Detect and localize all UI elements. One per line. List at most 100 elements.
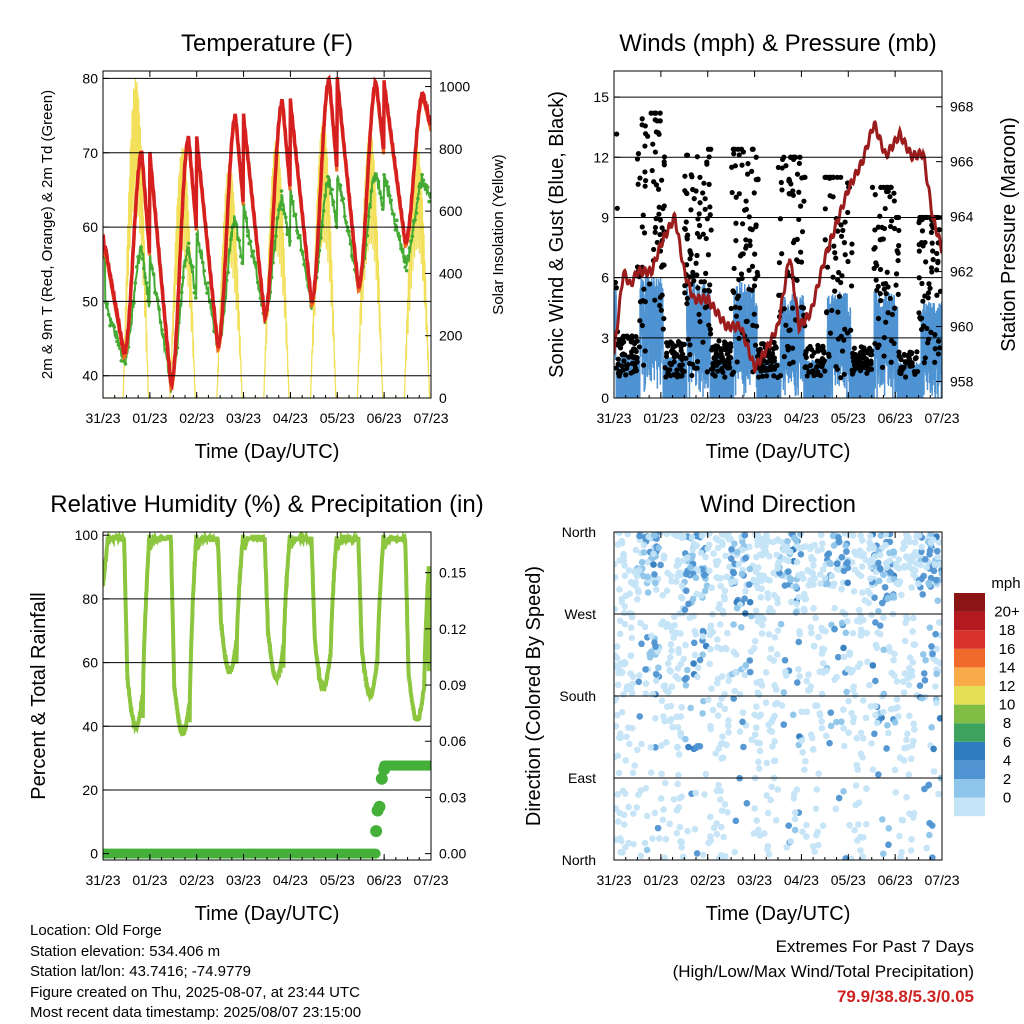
wind-direction-point <box>818 718 825 725</box>
wind-direction-point <box>908 584 915 591</box>
gust-point <box>896 349 902 355</box>
gust-point <box>714 343 721 349</box>
wind-direction-point <box>879 816 886 823</box>
wind-direction-point <box>884 729 892 737</box>
wind-direction-point <box>751 805 758 812</box>
dewpoint-point <box>368 205 372 209</box>
gust-point <box>734 359 740 365</box>
wind-direction-point <box>747 612 755 620</box>
wind-direction-point <box>634 596 641 603</box>
gust-point <box>838 375 844 381</box>
wind-direction-point <box>655 835 663 842</box>
gust-point <box>744 171 751 177</box>
gust-point <box>617 341 623 347</box>
wind-direction-point <box>919 651 927 658</box>
wind-direction-point <box>659 816 667 824</box>
gust-point <box>656 131 662 137</box>
gust-point <box>860 345 866 351</box>
dewpoint-point <box>350 253 354 258</box>
gust-point <box>913 355 919 362</box>
gust-point <box>693 260 699 266</box>
precip-point <box>373 800 386 813</box>
wind-direction-point <box>640 541 648 549</box>
wind-direction-point <box>614 711 621 719</box>
wind-direction-point <box>668 628 676 635</box>
wind-direction-point <box>718 807 726 814</box>
dewpoint-point <box>402 254 406 259</box>
gust-point <box>725 356 731 362</box>
dewpoint-point <box>248 239 253 244</box>
x-tick-label: 04/23 <box>784 410 819 426</box>
gust-point <box>630 346 637 352</box>
wind-direction-point <box>627 652 635 659</box>
y-tick-label: 200 <box>439 328 463 344</box>
wind-direction-point <box>896 832 903 840</box>
dewpoint-point <box>428 191 431 196</box>
wind-direction-point <box>869 662 877 669</box>
wind-direction-point <box>882 541 889 549</box>
dewpoint-point <box>320 223 325 228</box>
wind-direction-point <box>876 630 884 638</box>
gust-point <box>826 353 832 359</box>
wind-direction-point <box>918 694 926 702</box>
gust-point <box>634 359 640 365</box>
gust-point <box>920 298 926 304</box>
wind-direction-point <box>791 809 799 816</box>
gust-point <box>904 360 910 366</box>
gust-point <box>732 146 738 152</box>
y-tick-label: 9 <box>601 209 609 225</box>
wind-direction-point <box>722 552 729 560</box>
dewpoint-point <box>238 254 243 259</box>
gust-point <box>929 269 935 275</box>
wind-direction-point <box>756 739 764 747</box>
wind-direction-point <box>910 809 918 817</box>
gust-point <box>731 265 737 272</box>
wind-direction-point <box>624 724 632 731</box>
gust-point <box>888 223 894 230</box>
y2-axis-label: Station Pressure (Maroon) <box>998 117 1020 352</box>
wind-direction-point <box>719 733 726 740</box>
x-tick-label: 03/23 <box>226 410 261 426</box>
gust-point <box>937 288 942 294</box>
gust-point <box>682 226 688 232</box>
gust-point <box>683 355 689 361</box>
wind-direction-point <box>802 757 809 765</box>
wind-direction-point <box>741 671 749 679</box>
wind-direction-point <box>908 835 915 843</box>
dewpoint-point <box>140 257 145 261</box>
gust-point <box>733 194 739 200</box>
wind-direction-point <box>777 620 785 628</box>
gust-point <box>845 209 851 216</box>
dewpoint-point <box>191 265 195 269</box>
wind-direction-point <box>891 719 899 726</box>
wind-direction-point <box>751 731 759 738</box>
wind-direction-point <box>619 849 626 856</box>
gust-point <box>925 290 932 296</box>
wind-direction-point <box>898 591 905 599</box>
x-tick-label: 02/23 <box>179 410 214 426</box>
wind-direction-point <box>733 548 741 556</box>
wind-direction-point <box>616 630 624 638</box>
wind-direction-point <box>809 746 817 753</box>
wind-direction-point <box>661 779 669 787</box>
wind-direction-point <box>935 790 942 798</box>
gust-point <box>641 230 648 236</box>
extremes-title: Extremes For Past 7 Days <box>775 937 974 956</box>
gust-point <box>661 162 667 168</box>
x-tick-label: 05/23 <box>831 410 866 426</box>
wind-direction-point <box>627 624 635 632</box>
gust-point <box>781 306 787 312</box>
wind-direction-point <box>754 618 762 625</box>
gust-point <box>736 277 742 283</box>
wind-direction-point <box>765 608 773 615</box>
gust-point <box>827 193 833 199</box>
wind-direction-point <box>864 587 872 595</box>
wind-direction-point <box>765 721 772 729</box>
dewpoint-point <box>293 212 298 217</box>
wind-direction-point <box>795 666 802 673</box>
wind-direction-point <box>666 666 673 674</box>
y-tick-label: 3 <box>601 330 609 346</box>
wind-direction-point <box>887 569 894 576</box>
wind-direction-point <box>894 703 901 711</box>
colorbar-label: 10 <box>999 697 1016 714</box>
